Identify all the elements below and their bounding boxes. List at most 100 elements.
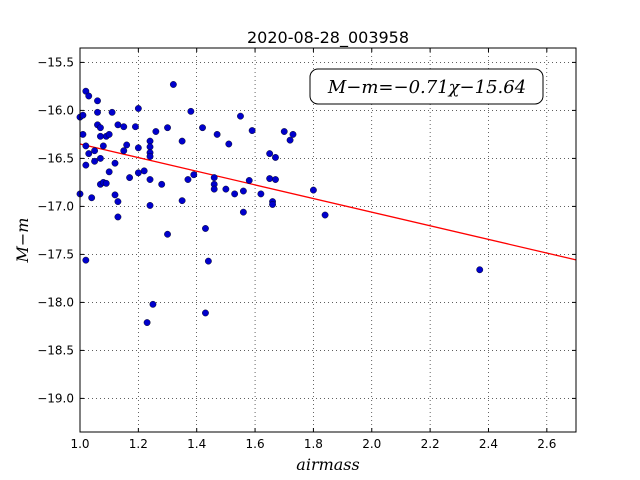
chart-title: 2020-08-28_003958 <box>247 28 409 48</box>
data-point <box>266 150 274 158</box>
data-point <box>120 123 128 131</box>
data-point <box>97 132 104 140</box>
x-tick-label: 1.6 <box>246 437 265 451</box>
x-axis-label: airmass <box>296 455 359 474</box>
y-tick-label: −17.5 <box>37 247 74 261</box>
y-tick-label: −18.5 <box>37 343 74 357</box>
data-point <box>97 124 104 132</box>
data-point <box>158 180 166 188</box>
data-point <box>82 256 90 264</box>
data-point <box>85 150 93 158</box>
data-point <box>199 124 206 132</box>
x-tick-label: 1.2 <box>129 437 148 451</box>
y-axis-label: M−m <box>13 218 32 264</box>
data-point <box>94 108 101 116</box>
data-point <box>94 97 101 105</box>
data-point <box>213 130 221 138</box>
data-point <box>111 159 119 167</box>
data-point <box>97 154 104 162</box>
axes: 1.0 1.2 1.4 1.6 1.8 2.0 2.2 2.4 2.6 −15.5 −16.0 −16… <box>37 47 577 451</box>
y-tick-label: −16.0 <box>37 103 74 117</box>
fit-line <box>79 143 577 261</box>
annotation-text: M−m=−0.71χ−15.64 <box>327 77 526 98</box>
data-point <box>82 142 90 150</box>
x-tick-label: 2.0 <box>362 437 381 451</box>
data-point <box>222 185 230 193</box>
data-point <box>231 190 239 198</box>
data-point <box>114 198 122 206</box>
data-point <box>105 130 113 138</box>
data-point <box>99 142 107 150</box>
data-point <box>91 147 98 155</box>
data-point <box>143 319 151 326</box>
data-point <box>266 175 274 182</box>
y-tick-label: −18.0 <box>37 295 74 309</box>
fit-annotation: M−m=−0.71χ−15.64 <box>309 68 544 105</box>
data-point <box>272 176 279 183</box>
data-point <box>105 168 113 176</box>
data-point <box>178 197 186 205</box>
data-point <box>88 194 96 202</box>
x-tick-label: 1.4 <box>187 437 206 451</box>
data-point <box>289 130 297 138</box>
annotation-box <box>309 68 544 105</box>
fit-line-group <box>79 143 577 261</box>
data-point <box>248 127 256 134</box>
data-point <box>91 157 98 165</box>
data-point <box>108 108 116 116</box>
data-point <box>286 136 294 144</box>
data-point <box>79 111 87 119</box>
data-point <box>152 128 160 135</box>
y-tick-label: −16.5 <box>37 151 74 165</box>
data-point <box>126 174 134 182</box>
y-tick-label: −17.0 <box>37 199 74 213</box>
y-tick-label: −15.5 <box>37 55 74 69</box>
data-point <box>140 167 148 175</box>
plot-area <box>80 48 576 432</box>
data-point <box>178 137 186 145</box>
data-point <box>169 81 177 88</box>
data-point <box>146 137 154 145</box>
data-point <box>225 140 233 148</box>
data-point <box>187 107 195 115</box>
data-point <box>146 143 154 151</box>
data-point <box>134 169 142 177</box>
x-tick-label: 1.0 <box>70 437 89 451</box>
data-point <box>257 190 265 198</box>
data-point <box>190 171 198 179</box>
data-point <box>210 185 218 193</box>
data-point <box>146 202 154 209</box>
data-point <box>111 191 119 199</box>
data-point <box>280 128 288 135</box>
x-tick-label: 2.2 <box>421 437 440 451</box>
data-point <box>134 144 142 152</box>
axes-frame <box>79 47 577 433</box>
data-point <box>321 211 329 219</box>
data-point <box>149 300 157 308</box>
y-tick-label: −19.0 <box>37 391 74 405</box>
data-point <box>134 105 142 112</box>
data-point <box>239 208 247 216</box>
data-point <box>164 230 171 238</box>
data-point <box>272 154 279 161</box>
data-point <box>239 187 247 195</box>
data-point <box>120 147 128 155</box>
data-point <box>202 225 209 232</box>
data-point <box>79 130 87 138</box>
data-point <box>184 176 192 183</box>
data-point <box>114 121 122 129</box>
data-point <box>114 213 122 221</box>
data-point <box>102 179 110 187</box>
data-point <box>476 266 484 274</box>
data-points <box>76 81 484 326</box>
gridlines <box>79 48 576 432</box>
data-point <box>132 123 139 131</box>
data-point <box>245 177 253 184</box>
data-point <box>269 201 276 208</box>
data-point <box>82 161 90 169</box>
data-point <box>210 174 218 182</box>
data-point <box>310 186 317 194</box>
data-point <box>146 153 154 160</box>
data-point <box>123 141 131 149</box>
